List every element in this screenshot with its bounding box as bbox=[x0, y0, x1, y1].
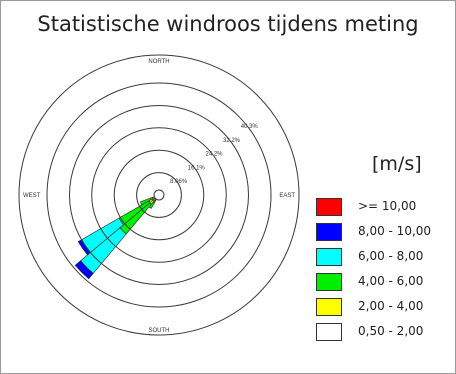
legend-item: 0,50 - 2,00 bbox=[316, 322, 446, 344]
legend-item: >= 10,00 bbox=[316, 197, 446, 219]
rose-sector-segment bbox=[74, 260, 94, 280]
rose-ring bbox=[69, 105, 249, 285]
legend-swatch bbox=[316, 223, 342, 241]
rose-ring bbox=[46, 82, 272, 308]
legend-item: 2,00 - 4,00 bbox=[316, 297, 446, 319]
legend-label: 8,00 - 10,00 bbox=[358, 224, 432, 238]
rose-ring bbox=[113, 149, 205, 241]
legend-label: 2,00 - 4,00 bbox=[358, 299, 424, 313]
direction-label: SOUTH bbox=[149, 328, 170, 334]
labels-layer: 8.06% 16.1% 24.2% 32.2% 40.3% NORTH EAST SOUTH W… bbox=[23, 59, 295, 334]
legend-label: >= 10,00 bbox=[358, 199, 417, 213]
ring-label: 40.3% bbox=[241, 124, 259, 130]
legend-swatch bbox=[316, 198, 342, 216]
legend-item: 8,00 - 10,00 bbox=[316, 222, 446, 244]
legend-label: 6,00 - 8,00 bbox=[358, 249, 424, 263]
ring-label: 24.2% bbox=[205, 152, 223, 158]
legend-swatch bbox=[316, 323, 342, 341]
legend-item: 6,00 - 8,00 bbox=[316, 247, 446, 269]
rose-ring bbox=[91, 127, 227, 263]
ring-label: 32.2% bbox=[223, 138, 241, 144]
legend-label: 0,50 - 2,00 bbox=[358, 324, 424, 338]
direction-label: EAST bbox=[279, 193, 295, 199]
chart-title: Statistische windroos tijdens meting bbox=[37, 12, 419, 36]
direction-label: WEST bbox=[23, 193, 41, 199]
rose-ring bbox=[136, 172, 182, 218]
legend-swatch bbox=[316, 273, 342, 291]
rings-layer bbox=[18, 54, 300, 336]
rose-ring bbox=[18, 54, 300, 336]
sectors-layer bbox=[74, 196, 157, 280]
legend-label: 4,00 - 6,00 bbox=[358, 274, 424, 288]
unit-label: [m/s] bbox=[372, 153, 422, 175]
legend-item: 4,00 - 6,00 bbox=[316, 272, 446, 294]
legend-swatch bbox=[316, 298, 342, 316]
ring-label: 8.06% bbox=[170, 179, 188, 185]
direction-label: NORTH bbox=[148, 59, 169, 65]
ring-label: 16.1% bbox=[188, 165, 206, 171]
legend-swatch bbox=[316, 248, 342, 266]
rose-center bbox=[153, 189, 165, 201]
